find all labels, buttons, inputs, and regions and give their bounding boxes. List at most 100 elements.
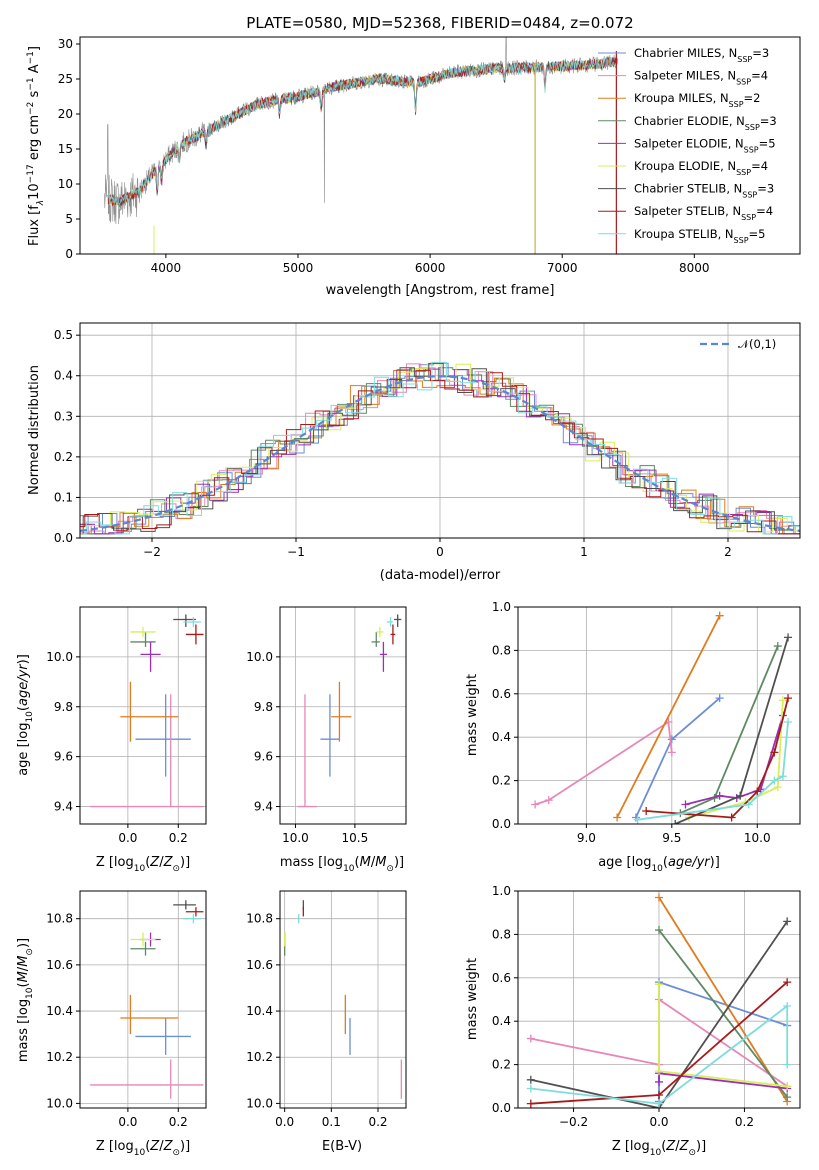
series-marker bbox=[613, 813, 622, 822]
x-tick-label: 10.5 bbox=[342, 831, 369, 845]
label-part: Z [log bbox=[96, 855, 134, 870]
plot-area bbox=[104, 37, 618, 254]
y-tick-label: 9.4 bbox=[254, 800, 273, 814]
x-tick-label: 2 bbox=[724, 545, 732, 559]
label-part: Z bbox=[163, 1139, 174, 1154]
series-marker bbox=[655, 1090, 663, 1099]
legend-text: Kroupa STELIB, N bbox=[634, 227, 734, 241]
y-tick-label: 0.6 bbox=[492, 971, 511, 985]
label-part: 10 bbox=[650, 1148, 662, 1158]
x-tick-label: 0.0 bbox=[649, 1115, 668, 1129]
label-part: age/yr bbox=[668, 855, 711, 870]
series-marker bbox=[655, 926, 663, 935]
label-part: (data-model)/error bbox=[380, 568, 501, 583]
y-tick-label: 10.4 bbox=[46, 1004, 73, 1018]
y-tick-label: 0.4 bbox=[492, 1014, 511, 1028]
series-marker bbox=[655, 980, 663, 989]
y-tick-label: 0.0 bbox=[492, 1101, 511, 1115]
y-axis-label: Normed distribution bbox=[27, 365, 42, 495]
label-part: mass weight bbox=[465, 958, 480, 1040]
y-tick-label: 9.6 bbox=[54, 750, 73, 764]
label-part: ] bbox=[27, 46, 42, 51]
axes-frame bbox=[517, 890, 801, 1109]
errorbar-salpeter-stelib bbox=[185, 624, 204, 645]
y-tick-label: 0 bbox=[65, 247, 73, 261]
series-line bbox=[658, 897, 788, 1102]
label-part: E(B-V) bbox=[322, 1139, 362, 1154]
y-tick-label: 0.2 bbox=[54, 450, 73, 464]
label-part: Z [log bbox=[96, 1139, 134, 1154]
mass-vs-metallicity-panel: 0.0 0.210.010.210.410.610.8Z [log10(Z/Z⊙)… bbox=[16, 890, 207, 1158]
y-tick-label: 9.8 bbox=[54, 700, 73, 714]
y-tick-label: 0.8 bbox=[492, 643, 511, 657]
series-salpeter-stelib bbox=[642, 694, 793, 822]
label-part: 10 bbox=[134, 1148, 146, 1158]
label-part: Flux [f bbox=[27, 205, 42, 246]
errorbar-chabrier-miles bbox=[135, 1017, 191, 1055]
label-part: s bbox=[27, 90, 42, 101]
label-part: M bbox=[16, 956, 31, 967]
legend-label-salpeter-miles: Salpeter MILES, NSSP=4 bbox=[634, 69, 768, 87]
y-tick-label: 10 bbox=[58, 177, 73, 191]
legend-label-salpeter-elodie: Salpeter ELODIE, NSSP=5 bbox=[634, 136, 776, 154]
axes-frame bbox=[79, 322, 801, 539]
series-marker bbox=[715, 694, 724, 703]
label-part: )] bbox=[696, 1139, 706, 1154]
label-part: ( bbox=[145, 855, 150, 870]
errorbar-kroupa-miles bbox=[331, 681, 352, 742]
x-tick-label: 5000 bbox=[283, 261, 314, 275]
label-part: ( bbox=[16, 982, 31, 987]
legend-label-kroupa-elodie: Kroupa ELODIE, NSSP=4 bbox=[634, 159, 768, 177]
series-marker bbox=[744, 800, 753, 809]
errorbar-kroupa-elodie bbox=[130, 932, 156, 947]
legend-text: Chabrier STELIB, N bbox=[634, 182, 742, 196]
y-tick-label: 0.2 bbox=[492, 1058, 511, 1072]
series-marker bbox=[655, 1099, 663, 1108]
label-part: )] bbox=[180, 855, 190, 870]
plot-area bbox=[80, 361, 800, 535]
series-line bbox=[530, 1004, 789, 1105]
legend-label-chabrier-stelib: Chabrier STELIB, NSSP=3 bbox=[634, 182, 774, 200]
label-part: / bbox=[159, 855, 164, 870]
label-part: )] bbox=[710, 855, 720, 870]
label-part: 10 bbox=[27, 183, 42, 200]
series-marker bbox=[633, 815, 642, 824]
label-part: 10 bbox=[134, 864, 146, 874]
errorbar-kroupa-stelib bbox=[386, 616, 393, 627]
label-part: / bbox=[159, 1139, 164, 1154]
label-part: Z bbox=[163, 855, 174, 870]
plot-area bbox=[531, 611, 793, 824]
x-axis-label: Z [log10(Z/Z⊙)] bbox=[612, 1139, 706, 1158]
series-marker bbox=[783, 1060, 792, 1069]
errorbar-chabrier-miles bbox=[320, 694, 340, 777]
y-tick-label: 10.0 bbox=[46, 650, 73, 664]
series-marker bbox=[778, 696, 787, 705]
label-part: ( bbox=[355, 855, 360, 870]
legend-tail: =5 bbox=[759, 136, 776, 150]
series-marker bbox=[783, 1002, 792, 1011]
x-tick-label: 0.2 bbox=[735, 1115, 754, 1129]
series-marker bbox=[784, 718, 793, 727]
series-line bbox=[688, 700, 784, 819]
label-part: 10 bbox=[651, 864, 663, 874]
series-marker bbox=[773, 783, 782, 792]
massweight-vs-metallicity-panel: −0.2 0.0 0.20.00.20.40.60.81.0Z [log10(Z/Z… bbox=[465, 884, 801, 1158]
series-salpeter-stelib bbox=[526, 978, 792, 1108]
y-tick-label: 10.0 bbox=[46, 1096, 73, 1110]
label-part: M bbox=[16, 971, 31, 982]
series-marker bbox=[681, 800, 690, 809]
label-part: ( bbox=[663, 855, 668, 870]
errorbar-chabrier-stelib bbox=[394, 614, 402, 627]
series-line bbox=[680, 645, 779, 814]
errorbar-kroupa-stelib bbox=[183, 914, 201, 924]
label-part: erg cm bbox=[27, 115, 42, 164]
label-part: ( bbox=[16, 706, 31, 711]
axes-frame bbox=[79, 890, 207, 1109]
y-tick-label: 10.8 bbox=[246, 912, 273, 926]
legend-tail: =2 bbox=[744, 91, 761, 105]
series-marker bbox=[773, 642, 782, 651]
label-part: mass [log bbox=[16, 999, 31, 1062]
series-marker bbox=[784, 694, 793, 703]
label-part: )] bbox=[394, 855, 404, 870]
